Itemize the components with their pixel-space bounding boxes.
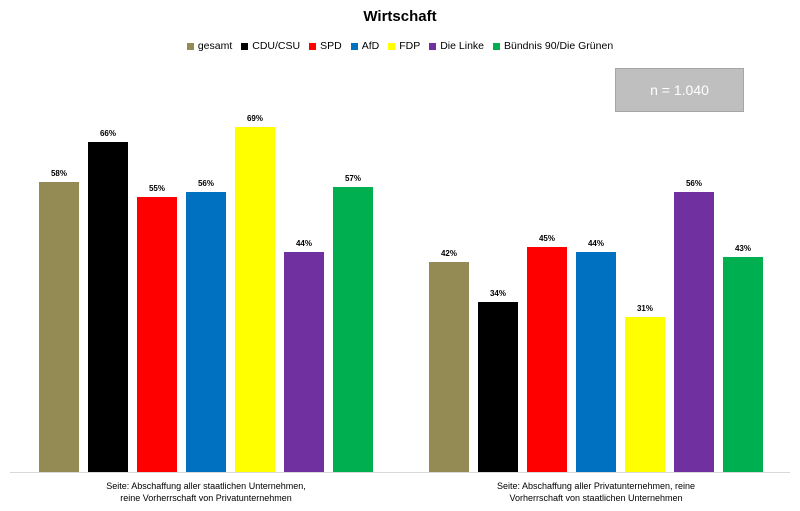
chart-title: Wirtschaft — [363, 8, 437, 25]
category-label: reine Vorherrschaft von Privatunternehme… — [120, 493, 292, 503]
legend-item: CDU/CSU — [241, 40, 300, 52]
data-label: 55% — [149, 184, 165, 193]
bar — [39, 182, 79, 472]
legend-item: AfD — [350, 40, 380, 52]
legend-swatch — [388, 42, 396, 50]
legend-label: SPD — [320, 40, 342, 52]
bar — [186, 192, 226, 472]
legend-label: AfD — [361, 40, 380, 52]
legend-swatch — [241, 42, 249, 50]
category-label: Seite: Abschaffung aller Privatunternehm… — [497, 481, 695, 491]
data-label: 66% — [100, 129, 116, 138]
category-label: Vorherrschaft von staatlichen Unternehme… — [509, 493, 682, 503]
bar — [137, 197, 177, 472]
bar — [88, 142, 128, 472]
data-label: 44% — [588, 239, 604, 248]
data-label: 69% — [247, 114, 263, 123]
legend-label: FDP — [399, 40, 421, 52]
data-label: 56% — [686, 179, 702, 188]
bar — [527, 247, 567, 472]
bar — [429, 262, 469, 472]
legend-swatch — [309, 42, 317, 50]
data-label: 43% — [735, 244, 751, 253]
data-label: 42% — [441, 249, 457, 258]
legend-swatch — [186, 42, 194, 50]
sample-size-box: n = 1.040 — [615, 68, 744, 112]
data-label: 58% — [51, 169, 67, 178]
bar — [723, 257, 763, 472]
legend-swatch — [493, 42, 500, 50]
legend-item: Die Linke — [429, 40, 484, 52]
bar — [576, 252, 616, 472]
category-label: Seite: Abschaffung aller staatlichen Unt… — [106, 481, 305, 491]
bar — [478, 302, 518, 472]
data-label: 57% — [345, 174, 361, 183]
legend: gesamt CDU/CSU SPD AfD FDP Die Linke Bündnis 9… — [0, 40, 800, 52]
data-label: 34% — [490, 289, 506, 298]
legend-item: FDP — [388, 40, 420, 52]
legend-label: Bündnis 90/Die Grünen — [504, 40, 614, 52]
legend-item: SPD — [309, 40, 342, 52]
data-label: 44% — [296, 239, 312, 248]
bar — [333, 187, 373, 472]
legend-swatch — [350, 42, 358, 50]
legend-label: CDU/CSU — [252, 40, 301, 52]
legend-label: gesamt — [197, 40, 233, 52]
legend-item: gesamt — [186, 40, 233, 52]
data-label: 56% — [198, 179, 214, 188]
legend-swatch — [429, 42, 437, 50]
bar — [235, 127, 275, 472]
bar — [674, 192, 714, 472]
legend-item: Bündnis 90/Die Grünen — [493, 40, 613, 52]
bar — [284, 252, 324, 472]
bar — [625, 317, 665, 472]
legend-label: Die Linke — [440, 40, 484, 52]
data-label: 45% — [539, 234, 555, 243]
data-label: 31% — [637, 304, 653, 313]
